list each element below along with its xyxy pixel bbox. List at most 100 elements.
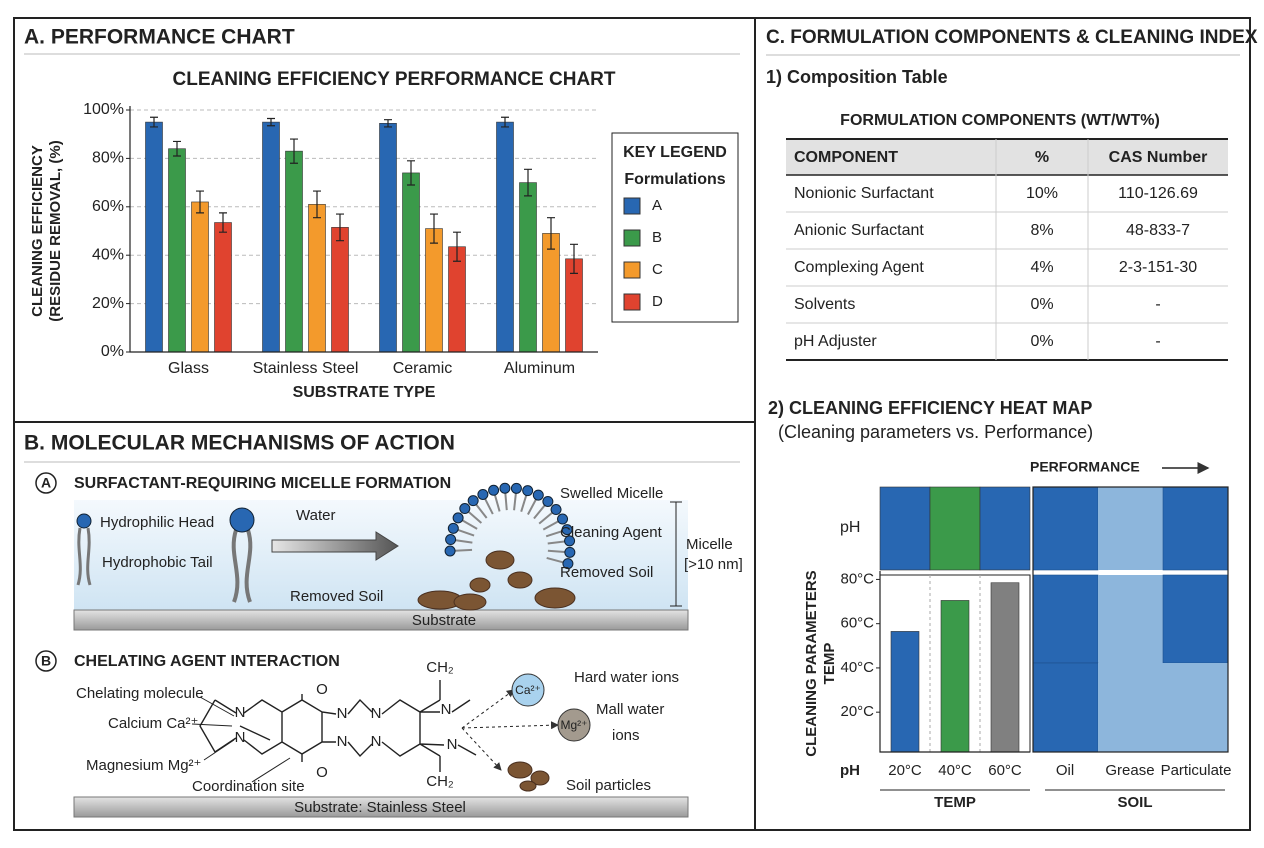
legend-box bbox=[611, 132, 739, 323]
y-tick-label: 60% bbox=[92, 198, 124, 215]
legend-title: KEY LEGEND bbox=[623, 144, 727, 161]
heat-cell bbox=[1162, 574, 1229, 664]
atom-label: N bbox=[371, 733, 382, 750]
table-header: COMPONENT bbox=[794, 149, 898, 166]
heat-cell bbox=[1032, 662, 1099, 753]
soil bbox=[507, 761, 533, 779]
x-tick-label: Grease bbox=[1105, 762, 1154, 779]
table-cell: 4% bbox=[1030, 259, 1053, 276]
micelle-head bbox=[542, 495, 554, 507]
y-tick-label: 60°C bbox=[840, 615, 874, 632]
error-bar bbox=[453, 231, 461, 262]
badge bbox=[35, 472, 57, 494]
bar bbox=[379, 123, 397, 353]
micelle-head bbox=[557, 513, 569, 525]
atom-label: CH₂ bbox=[426, 773, 454, 790]
y-tick-label: 100% bbox=[83, 101, 124, 118]
table-cell: 0% bbox=[1030, 296, 1053, 313]
pointer bbox=[203, 739, 235, 761]
table-cell: - bbox=[1155, 333, 1160, 350]
group-label: SOIL bbox=[1117, 794, 1152, 811]
table-cell: 2-3-151-30 bbox=[1119, 259, 1197, 276]
error-bar bbox=[570, 243, 578, 274]
row-label: pH bbox=[840, 519, 860, 536]
label: Magnesium Mg²⁺ bbox=[86, 757, 201, 774]
table-cell: pH Adjuster bbox=[794, 333, 877, 350]
micelle-head bbox=[447, 522, 459, 534]
bar bbox=[191, 201, 209, 353]
y-tick-label: 80% bbox=[92, 150, 124, 167]
atom-label: N bbox=[235, 729, 246, 746]
label: Chelating molecule bbox=[76, 685, 204, 702]
x-tick-label: 20°C bbox=[888, 762, 922, 779]
y-tick-label: 40°C bbox=[840, 659, 874, 676]
error-bar bbox=[313, 190, 321, 219]
micelle-head bbox=[488, 484, 500, 496]
error-bar bbox=[407, 160, 415, 186]
atom-label: O bbox=[316, 681, 328, 698]
bar bbox=[448, 246, 466, 353]
section-title: SURFACTANT-REQUIRING MICELLE FORMATION bbox=[74, 475, 451, 492]
error-bar bbox=[173, 140, 181, 157]
label: Micelle bbox=[686, 536, 733, 553]
micelle-head bbox=[444, 545, 456, 557]
error-bar bbox=[384, 119, 392, 128]
section-subtitle: (Cleaning parameters vs. Performance) bbox=[778, 422, 1093, 442]
atom-label: N bbox=[371, 705, 382, 722]
atom-label: CH₂ bbox=[426, 659, 454, 676]
heat-cell bbox=[1032, 574, 1099, 664]
outer-frame bbox=[13, 17, 1251, 831]
legend-swatch bbox=[623, 261, 641, 279]
atom-label: N bbox=[441, 701, 452, 718]
label: Hard water ions bbox=[574, 669, 679, 686]
table-cell: 0% bbox=[1030, 333, 1053, 350]
label: Mall water bbox=[596, 701, 664, 718]
soil bbox=[453, 593, 487, 611]
bar bbox=[331, 227, 349, 353]
x-tick-label: Stainless Steel bbox=[253, 360, 359, 377]
molecule bbox=[199, 680, 477, 772]
pointer bbox=[191, 723, 233, 727]
micelle-head bbox=[467, 495, 479, 507]
x-tick-label: 40°C bbox=[938, 762, 972, 779]
bar bbox=[308, 204, 326, 353]
chelation-arrow bbox=[461, 721, 559, 730]
ion bbox=[557, 708, 591, 742]
y-tick-label: 0% bbox=[101, 343, 124, 360]
heat-cell bbox=[1163, 663, 1228, 752]
x-tick-label: 60°C bbox=[988, 762, 1022, 779]
legend-subtitle: Formulations bbox=[624, 171, 725, 188]
legend-label: C bbox=[652, 261, 663, 278]
label: Calcium Ca²⁺ bbox=[108, 715, 198, 732]
error-bar bbox=[267, 117, 275, 127]
micelle-head bbox=[532, 489, 544, 501]
table-cell: 48-833-7 bbox=[1126, 222, 1190, 239]
x-tick-label: Particulate bbox=[1161, 762, 1232, 779]
soil bbox=[519, 780, 537, 792]
label: [>10 nm] bbox=[684, 556, 743, 573]
label: Water bbox=[296, 507, 335, 524]
soil bbox=[469, 577, 491, 593]
label: Cleaning Agent bbox=[560, 524, 663, 541]
heat-block-frame bbox=[1032, 486, 1229, 753]
heat-cell bbox=[1162, 486, 1229, 571]
chelation-arrow bbox=[461, 689, 515, 729]
label: Hydrophobic Tail bbox=[102, 554, 213, 571]
error-bar bbox=[524, 168, 532, 197]
bar bbox=[890, 631, 920, 753]
legend-label: A bbox=[652, 197, 662, 214]
label: Coordination site bbox=[192, 778, 305, 795]
chart-title: CLEANING EFFICIENCY PERFORMANCE CHART bbox=[173, 69, 616, 90]
table-cell: Nonionic Surfactant bbox=[794, 185, 934, 202]
bar bbox=[542, 233, 560, 353]
label: Swelled Micelle bbox=[560, 485, 663, 502]
micelle-head bbox=[522, 485, 534, 497]
axis bbox=[129, 106, 598, 353]
atom-label: N bbox=[235, 704, 246, 721]
label: Removed Soil bbox=[290, 588, 383, 605]
y-tick-label: 40% bbox=[92, 246, 124, 263]
legend-label: B bbox=[652, 229, 662, 246]
error-bar bbox=[150, 116, 158, 128]
head bbox=[229, 507, 255, 533]
